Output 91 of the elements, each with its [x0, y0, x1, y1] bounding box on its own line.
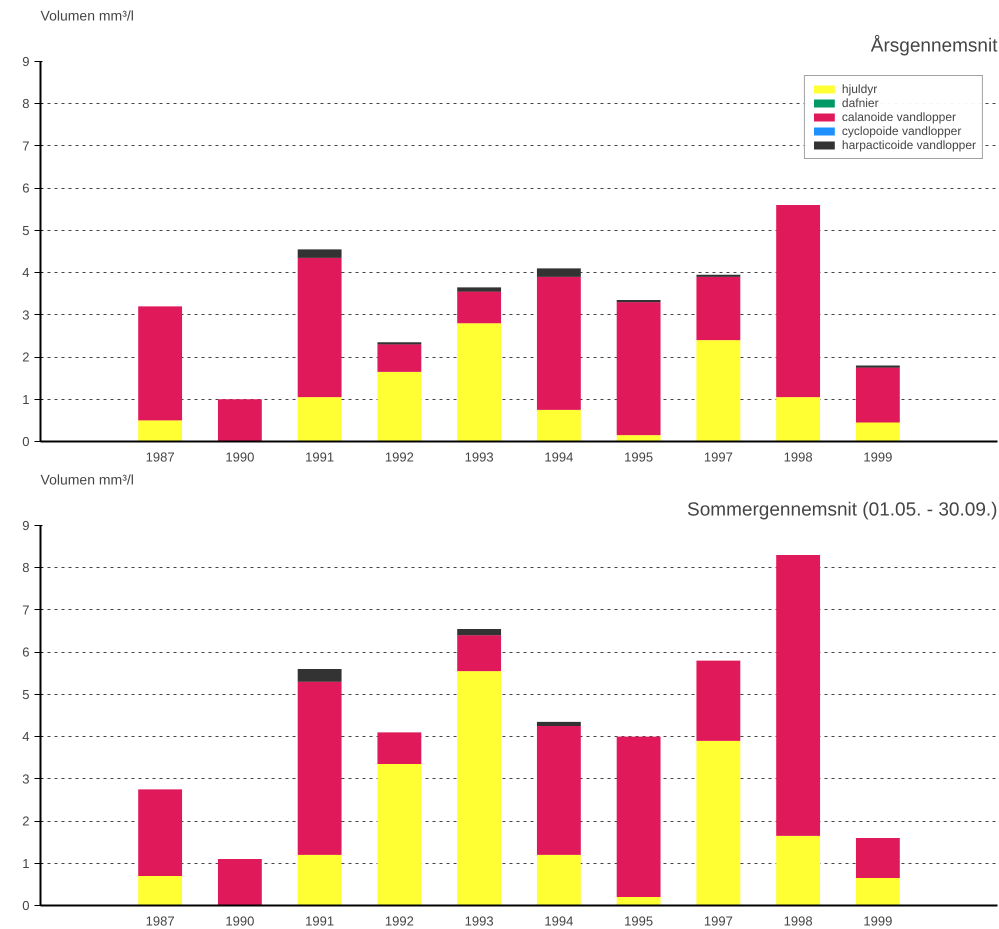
bar [377, 344, 422, 372]
bar [138, 876, 182, 906]
legend-label: cyclopoide vandlopper [842, 124, 962, 138]
bar [377, 732, 422, 764]
x-tick-label: 1997 [704, 914, 733, 928]
bar [138, 789, 182, 876]
bar [856, 838, 900, 878]
y-tick-label: 1 [22, 856, 30, 871]
x-tick-label: 1997 [704, 450, 733, 464]
bar [218, 859, 262, 906]
bar [856, 878, 900, 906]
y-tick-label: 2 [22, 814, 30, 829]
bar [138, 420, 182, 442]
y-tick-label: 4 [22, 265, 30, 280]
y-tick-label: 2 [22, 350, 30, 365]
bar [536, 854, 581, 906]
bar [377, 764, 422, 906]
y-axis-title: Volumen mm³/l [40, 8, 134, 24]
bar [298, 258, 342, 398]
bar [298, 249, 342, 258]
bar [536, 276, 581, 410]
y-tick-label: 9 [22, 518, 30, 533]
bar [298, 682, 342, 855]
bar [536, 726, 581, 855]
x-tick-label: 1991 [305, 450, 334, 464]
y-tick-label: 7 [22, 602, 30, 618]
x-tick-label: 1995 [624, 914, 654, 928]
bar [536, 722, 581, 726]
x-tick-label: 1987 [146, 914, 175, 928]
x-tick-label: 1994 [544, 914, 574, 928]
bar [298, 854, 342, 906]
bar [856, 422, 900, 442]
x-tick-label: 1991 [305, 914, 334, 928]
bar [536, 268, 581, 277]
x-tick-label: 1993 [464, 914, 494, 928]
chart-title: Årsgennemsnit [870, 34, 998, 56]
legend-label: harpacticoide vandlopper [842, 138, 976, 152]
y-tick-label: 9 [22, 54, 30, 69]
x-tick-label: 1990 [225, 914, 254, 928]
x-tick-label: 1998 [784, 450, 813, 464]
y-tick-label: 7 [22, 138, 30, 154]
x-tick-label: 1990 [225, 450, 254, 464]
bar [696, 340, 740, 442]
legend-label: calanoide vandlopper [842, 110, 956, 124]
bar [616, 302, 661, 436]
y-tick-label: 6 [22, 644, 30, 660]
x-tick-label: 1998 [784, 914, 813, 928]
bar [616, 736, 661, 898]
y-tick-label: 5 [22, 222, 30, 238]
bar [536, 410, 581, 442]
bar [776, 555, 820, 836]
bar [377, 372, 422, 442]
x-tick-label: 1987 [146, 450, 175, 464]
bar [218, 399, 262, 442]
y-tick-label: 0 [22, 898, 30, 913]
x-tick-label: 1993 [464, 450, 494, 464]
bar [138, 306, 182, 420]
bar [457, 671, 502, 906]
x-tick-label: 1999 [863, 450, 892, 464]
y-tick-label: 1 [22, 392, 30, 407]
bar [457, 292, 502, 324]
bar [298, 669, 342, 682]
y-tick-label: 6 [22, 180, 30, 196]
y-tick-label: 4 [22, 729, 30, 744]
bar [856, 368, 900, 422]
bar [457, 287, 502, 292]
chart-title: Sommergennemsnit (01.05. - 30.09.) [687, 500, 998, 520]
y-tick-label: 8 [22, 560, 30, 576]
x-tick-label: 1992 [384, 450, 414, 464]
x-tick-label: 1999 [863, 914, 892, 928]
bar [776, 836, 820, 906]
x-tick-label: 1995 [624, 450, 654, 464]
bar [696, 276, 740, 340]
bar [776, 397, 820, 442]
bar [457, 628, 502, 636]
bar [298, 397, 342, 442]
legend-label: hjuldyr [842, 82, 878, 96]
legend-label: dafnier [842, 96, 879, 110]
bar [696, 660, 740, 741]
y-tick-label: 3 [22, 307, 30, 322]
bar [776, 205, 820, 398]
x-tick-label: 1994 [544, 450, 574, 464]
y-tick-label: 3 [22, 771, 30, 786]
bar [457, 323, 502, 442]
bar [457, 635, 502, 672]
bar [696, 740, 740, 906]
y-tick-label: 8 [22, 96, 30, 112]
y-axis-title: Volumen mm³/l [40, 472, 134, 488]
y-tick-label: 5 [22, 686, 30, 702]
y-tick-label: 0 [22, 434, 30, 449]
x-tick-label: 1992 [384, 914, 414, 928]
